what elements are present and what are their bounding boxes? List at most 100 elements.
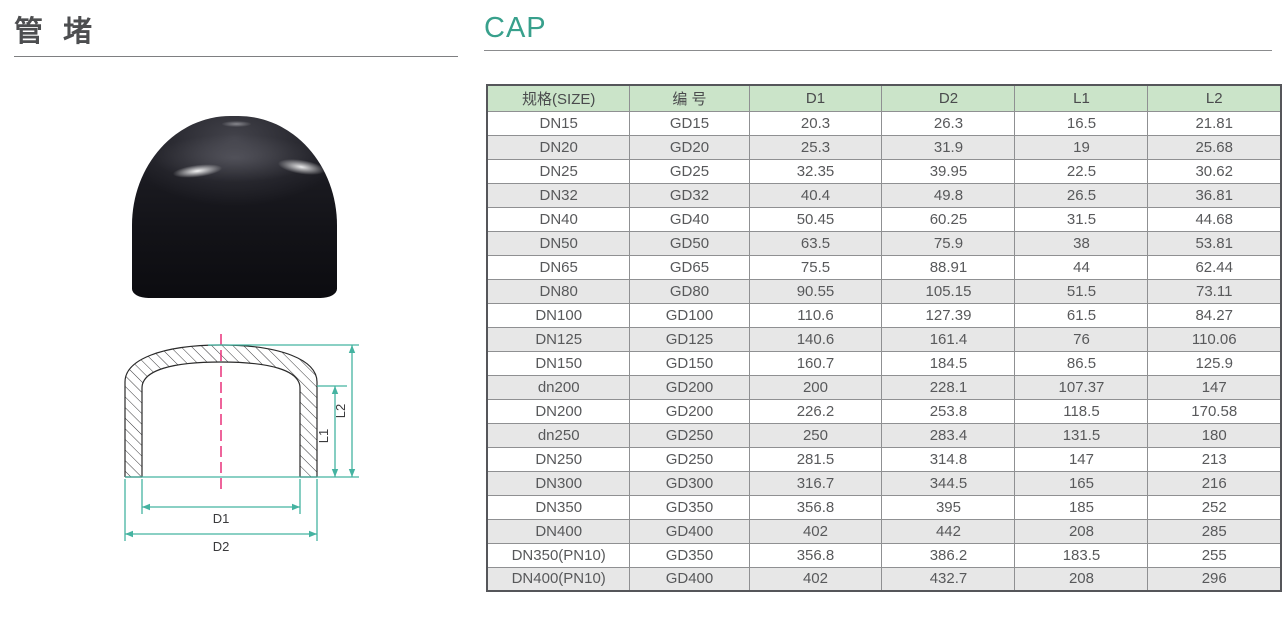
- table-cell: 253.8: [881, 398, 1016, 424]
- table-cell: 73.11: [1147, 278, 1282, 304]
- dim-label-d2: D2: [213, 539, 230, 554]
- table-cell: DN32: [486, 182, 631, 208]
- table-cell: 50.45: [748, 206, 883, 232]
- dim-label-l2: L2: [333, 404, 348, 418]
- table-row: DN350 GD350 356.8 395 185 252: [486, 494, 1282, 520]
- table-cell: 21.81: [1147, 110, 1282, 136]
- table-cell: GD25: [629, 158, 750, 184]
- table-cell: DN400(PN10): [486, 566, 631, 592]
- table-cell: 165: [1014, 470, 1149, 496]
- table-cell: 402: [748, 518, 883, 544]
- table-cell: 285: [1147, 518, 1282, 544]
- table-cell: 216: [1147, 470, 1282, 496]
- column-header: 规格(SIZE): [486, 84, 631, 112]
- table-row: DN40 GD40 50.45 60.25 31.5 44.68: [486, 206, 1282, 232]
- table-row: DN350(PN10) GD350 356.8 386.2 183.5 255: [486, 542, 1282, 568]
- table-row: DN150 GD150 160.7 184.5 86.5 125.9: [486, 350, 1282, 376]
- table-cell: 20.3: [748, 110, 883, 136]
- table-cell: GD150: [629, 350, 750, 376]
- table-cell: 49.8: [881, 182, 1016, 208]
- table-cell: 75.5: [748, 254, 883, 280]
- dim-label-l1: L1: [316, 429, 331, 443]
- table-cell: 118.5: [1014, 398, 1149, 424]
- table-cell: GD100: [629, 302, 750, 328]
- column-header: L2: [1147, 84, 1282, 112]
- table-cell: DN65: [486, 254, 631, 280]
- table-cell: dn200: [486, 374, 631, 400]
- table-cell: 344.5: [881, 470, 1016, 496]
- table-cell: DN20: [486, 134, 631, 160]
- table-cell: 183.5: [1014, 542, 1149, 568]
- table-cell: 213: [1147, 446, 1282, 472]
- table-cell: 31.5: [1014, 206, 1149, 232]
- table-cell: GD200: [629, 398, 750, 424]
- table-row: DN400(PN10) GD400 402 432.7 208 296: [486, 566, 1282, 592]
- table-row: DN50 GD50 63.5 75.9 38 53.81: [486, 230, 1282, 256]
- column-header: L1: [1014, 84, 1149, 112]
- table-cell: 31.9: [881, 134, 1016, 160]
- table-cell: 107.37: [1014, 374, 1149, 400]
- table-cell: DN150: [486, 350, 631, 376]
- table-cell: 25.3: [748, 134, 883, 160]
- table-cell: 26.5: [1014, 182, 1149, 208]
- spec-table-header: 规格(SIZE) 编 号 D1 D2 L1 L2: [486, 84, 1282, 112]
- table-cell: GD65: [629, 254, 750, 280]
- table-cell: 25.68: [1147, 134, 1282, 160]
- table-cell: 226.2: [748, 398, 883, 424]
- right-title-divider: [484, 50, 1272, 51]
- table-cell: 147: [1147, 374, 1282, 400]
- table-cell: 127.39: [881, 302, 1016, 328]
- table-cell: 60.25: [881, 206, 1016, 232]
- table-cell: DN350: [486, 494, 631, 520]
- table-cell: 184.5: [881, 350, 1016, 376]
- table-cell: 228.1: [881, 374, 1016, 400]
- table-cell: 442: [881, 518, 1016, 544]
- table-cell: 395: [881, 494, 1016, 520]
- page-title-english: CAP: [484, 12, 547, 44]
- table-cell: 180: [1147, 422, 1282, 448]
- table-row: DN20 GD20 25.3 31.9 19 25.68: [486, 134, 1282, 160]
- table-cell: 84.27: [1147, 302, 1282, 328]
- table-row: dn250 GD250 250 283.4 131.5 180: [486, 422, 1282, 448]
- table-cell: 314.8: [881, 446, 1016, 472]
- table-cell: GD250: [629, 422, 750, 448]
- table-row: DN80 GD80 90.55 105.15 51.5 73.11: [486, 278, 1282, 304]
- table-row: DN25 GD25 32.35 39.95 22.5 30.62: [486, 158, 1282, 184]
- table-cell: GD15: [629, 110, 750, 136]
- table-cell: 32.35: [748, 158, 883, 184]
- table-cell: 432.7: [881, 566, 1016, 592]
- table-cell: DN125: [486, 326, 631, 352]
- spec-table: 规格(SIZE) 编 号 D1 D2 L1 L2 DN15 GD15 20.3 26.3 16.5…: [486, 84, 1282, 592]
- table-cell: 386.2: [881, 542, 1016, 568]
- table-row: dn200 GD200 200 228.1 107.37 147: [486, 374, 1282, 400]
- cap-top-marking: [222, 121, 251, 127]
- table-cell: 402: [748, 566, 883, 592]
- technical-drawing: D1 D2 L1 L2: [124, 334, 359, 554]
- table-cell: 62.44: [1147, 254, 1282, 280]
- table-cell: 131.5: [1014, 422, 1149, 448]
- table-row: DN15 GD15 20.3 26.3 16.5 21.81: [486, 110, 1282, 136]
- table-cell: GD80: [629, 278, 750, 304]
- table-cell: 19: [1014, 134, 1149, 160]
- table-cell: 110.06: [1147, 326, 1282, 352]
- table-row: DN400 GD400 402 442 208 285: [486, 518, 1282, 544]
- table-cell: 38: [1014, 230, 1149, 256]
- table-cell: 170.58: [1147, 398, 1282, 424]
- table-cell: 283.4: [881, 422, 1016, 448]
- table-cell: GD300: [629, 470, 750, 496]
- table-cell: GD400: [629, 518, 750, 544]
- table-cell: 208: [1014, 518, 1149, 544]
- table-row: DN200 GD200 226.2 253.8 118.5 170.58: [486, 398, 1282, 424]
- table-cell: 140.6: [748, 326, 883, 352]
- dim-label-d1: D1: [213, 511, 230, 526]
- cap-section-inner-outline: [141, 361, 301, 477]
- table-cell: 22.5: [1014, 158, 1149, 184]
- table-cell: 147: [1014, 446, 1149, 472]
- product-photo-cap: [132, 116, 337, 298]
- table-cell: DN15: [486, 110, 631, 136]
- table-cell: 75.9: [881, 230, 1016, 256]
- table-cell: DN40: [486, 206, 631, 232]
- table-cell: GD350: [629, 494, 750, 520]
- table-cell: DN300: [486, 470, 631, 496]
